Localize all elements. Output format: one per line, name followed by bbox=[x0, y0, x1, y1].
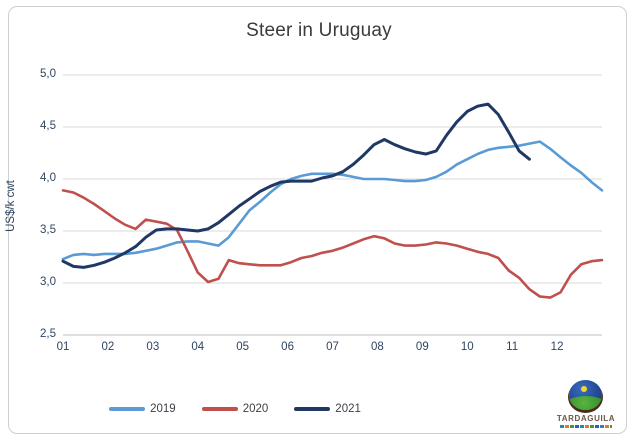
logo-sun-icon bbox=[581, 386, 587, 392]
y-tick-label: 4,5 bbox=[40, 120, 56, 132]
legend-item-2021: 2021 bbox=[294, 403, 361, 415]
legend: 2019 2020 2021 bbox=[0, 399, 470, 419]
legend-label: 2021 bbox=[335, 403, 361, 415]
x-tick-label: 03 bbox=[146, 341, 160, 353]
legend-swatch-2020 bbox=[201, 407, 238, 411]
x-tick-label: 04 bbox=[191, 341, 205, 353]
x-tick-label: 09 bbox=[415, 341, 429, 353]
x-tick-label: 01 bbox=[56, 341, 70, 353]
x-tick-label: 11 bbox=[506, 341, 519, 353]
x-tick-label: 06 bbox=[281, 341, 294, 353]
x-tick-label: 10 bbox=[460, 341, 474, 353]
y-tick-label: 2,5 bbox=[40, 328, 56, 340]
legend-item-2019: 2019 bbox=[109, 403, 176, 415]
chart-frame bbox=[8, 6, 627, 434]
logo-subtext-strip bbox=[560, 425, 612, 428]
logo: TARDAGUILA bbox=[548, 378, 624, 430]
legend-item-2020: 2020 bbox=[201, 403, 269, 415]
y-tick-label: 3,0 bbox=[40, 276, 56, 288]
legend-label: 2020 bbox=[242, 403, 269, 415]
logo-globe-icon bbox=[569, 380, 602, 410]
x-tick-label: 07 bbox=[326, 341, 339, 353]
x-tick-label: 08 bbox=[371, 341, 384, 353]
series-line-2021 bbox=[61, 102, 531, 269]
legend-swatch-2019 bbox=[109, 407, 146, 411]
x-tick-label: 12 bbox=[550, 341, 564, 353]
y-tick-label: 3,5 bbox=[40, 224, 56, 236]
series-line-2019 bbox=[61, 140, 604, 261]
series-line-2020 bbox=[61, 189, 604, 299]
logo-hill-icon bbox=[569, 396, 602, 410]
legend-label: 2019 bbox=[150, 403, 176, 415]
logo-text: TARDAGUILA bbox=[556, 414, 616, 423]
x-tick-label: 02 bbox=[101, 341, 115, 353]
x-tick-label: 05 bbox=[236, 341, 250, 353]
y-tick-label: 4,0 bbox=[40, 172, 56, 184]
chart-title: Steer in Uruguay bbox=[246, 20, 392, 41]
legend-swatch-2021 bbox=[294, 407, 331, 411]
y-tick-label: 5,0 bbox=[40, 68, 56, 80]
